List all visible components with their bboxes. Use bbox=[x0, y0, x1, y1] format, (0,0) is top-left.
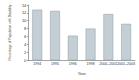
svg-text:14: 14 bbox=[22, 3, 27, 8]
svg-text:2001–2003: 2001–2003 bbox=[117, 62, 135, 66]
svg-text:Year: Year bbox=[78, 71, 87, 76]
svg-text:12: 12 bbox=[22, 10, 27, 15]
svg-text:6: 6 bbox=[24, 34, 27, 39]
svg-text:1998: 1998 bbox=[87, 62, 95, 66]
svg-text:0: 0 bbox=[24, 58, 27, 63]
svg-text:8: 8 bbox=[24, 26, 27, 31]
svg-text:2: 2 bbox=[24, 50, 27, 55]
svg-text:1995: 1995 bbox=[51, 62, 59, 66]
svg-text:1996: 1996 bbox=[69, 62, 77, 66]
svg-text:10: 10 bbox=[22, 18, 27, 23]
svg-text:2000–2001: 2000–2001 bbox=[99, 62, 117, 66]
svg-text:Percentage of Population with: Percentage of Population with Disability bbox=[8, 4, 12, 60]
svg-text:4: 4 bbox=[24, 42, 27, 47]
svg-text:1994: 1994 bbox=[33, 62, 41, 66]
